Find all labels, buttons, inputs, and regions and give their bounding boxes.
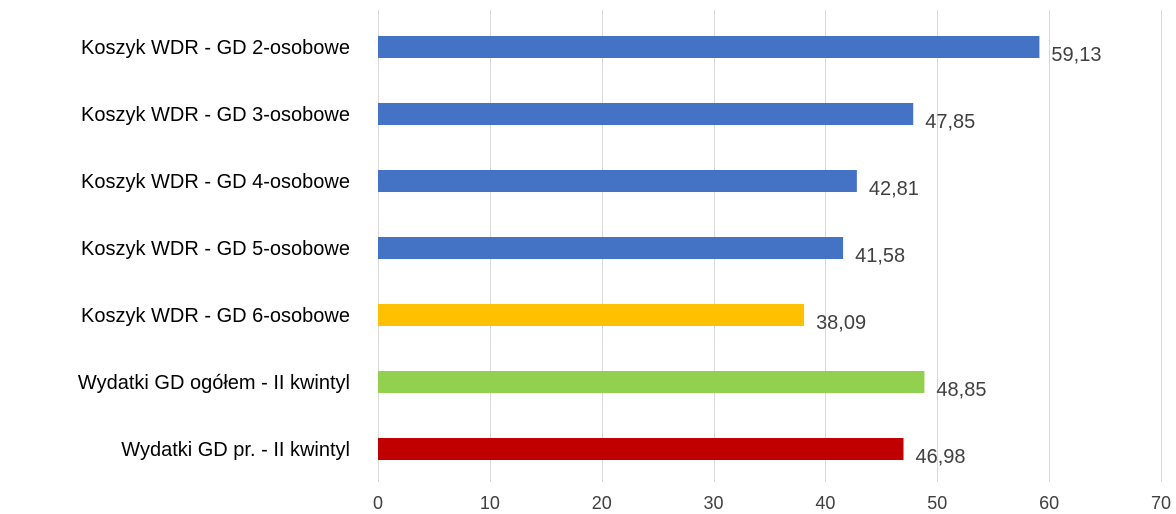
- x-tick-label: 60: [1039, 493, 1059, 513]
- data-label: 46,98: [916, 446, 966, 468]
- bar: [378, 371, 925, 393]
- category-label: Koszyk WDR - GD 5-osobowe: [81, 238, 350, 260]
- x-tick-label: 70: [1151, 493, 1171, 513]
- x-axis-tick-labels: 0 10 20 30 40 50 60 70: [373, 493, 1171, 513]
- bar: [378, 170, 857, 192]
- bar: [378, 36, 1040, 58]
- x-tick-label: 40: [815, 493, 835, 513]
- bar: [378, 304, 805, 326]
- data-label: 38,09: [816, 312, 866, 334]
- data-label: 47,85: [925, 111, 975, 133]
- x-tick-label: 20: [592, 493, 612, 513]
- bar: [378, 103, 914, 125]
- bars: [378, 36, 1040, 460]
- category-label: Wydatki GD pr. - II kwintyl: [121, 439, 350, 461]
- x-tick-label: 0: [373, 493, 383, 513]
- data-label: 42,81: [869, 178, 919, 200]
- data-label: 41,58: [855, 245, 905, 267]
- data-label: 48,85: [936, 379, 986, 401]
- x-tick-label: 10: [480, 493, 500, 513]
- x-tick-label: 50: [927, 493, 947, 513]
- category-label: Koszyk WDR - GD 6-osobowe: [81, 305, 350, 327]
- x-tick-label: 30: [704, 493, 724, 513]
- category-label: Koszyk WDR - GD 2-osobowe: [81, 37, 350, 59]
- category-label: Koszyk WDR - GD 4-osobowe: [81, 171, 350, 193]
- bar: [378, 438, 904, 460]
- category-label: Wydatki GD ogółem - II kwintyl: [78, 372, 350, 394]
- category-labels: Koszyk WDR - GD 2-osobowe Koszyk WDR - GD…: [78, 37, 350, 461]
- data-label: 59,13: [1051, 44, 1101, 66]
- category-label: Koszyk WDR - GD 3-osobowe: [81, 104, 350, 126]
- data-labels: 59,13 47,85 42,81 41,58 38,09 48,85 46,98: [816, 44, 1101, 468]
- bar: [378, 237, 844, 259]
